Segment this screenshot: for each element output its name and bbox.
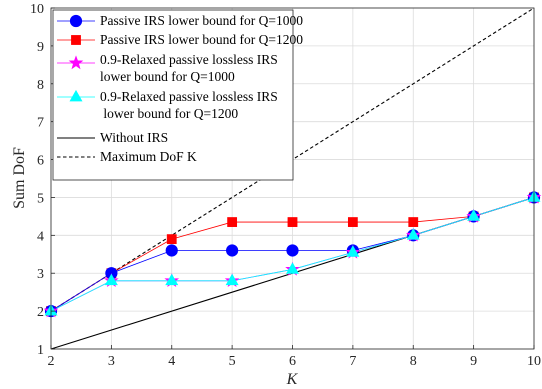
x-axis-label: K (286, 371, 299, 388)
data-point-s3-6 (406, 228, 420, 240)
legend-label-3: lower bound for Q=1200 (100, 106, 238, 121)
legend-label-3: 0.9-Relaxed passive lossless IRS (100, 89, 278, 104)
legend-label-4: Without IRS (100, 130, 168, 145)
legend-marker-1 (71, 35, 81, 45)
data-point-s3-7 (467, 209, 481, 221)
y-tick-label: 10 (30, 2, 44, 17)
legend: Passive IRS lower bound for Q=1000 Passiv… (52, 9, 303, 181)
legend-label-0: Passive IRS lower bound for Q=1000 (100, 13, 303, 28)
x-tick-label: 9 (470, 354, 477, 369)
y-tick-label: 3 (37, 267, 44, 282)
data-point-s0-3 (226, 244, 239, 257)
legend-marker-0 (69, 14, 83, 28)
data-point-s3-1 (104, 273, 118, 286)
y-tick-label: 4 (37, 229, 44, 244)
data-point-s1-2 (166, 234, 177, 245)
data-point-s1-3 (227, 217, 238, 227)
data-point-s0-4 (286, 244, 299, 257)
legend-label-1: Passive IRS lower bound for Q=1200 (100, 32, 303, 47)
x-tick-label: 10 (527, 354, 541, 369)
data-point-s0-2 (165, 244, 178, 257)
data-point-s3-2 (165, 273, 179, 286)
legend-marker-2 (68, 55, 84, 70)
legend-box (52, 9, 294, 181)
x-tick-label: 3 (108, 354, 115, 369)
legend-label-2: lower bound for Q=1000 (100, 69, 235, 84)
x-tick-label: 7 (349, 354, 356, 369)
y-tick-label: 7 (37, 116, 44, 131)
legend-label-2: 0.9-Relaxed passive lossless IRS (100, 52, 278, 67)
data-point-s1-5 (347, 217, 358, 227)
data-point-s3-4 (286, 262, 299, 274)
legend-marker-3 (69, 89, 83, 102)
data-point-s1-6 (408, 217, 419, 227)
x-tick-label: 6 (289, 354, 296, 369)
x-tick-label: 5 (229, 354, 236, 369)
data-point-s3-3 (225, 273, 239, 286)
data-point-s1-4 (287, 217, 298, 227)
x-tick-label: 8 (410, 354, 417, 369)
data-point-s3-5 (346, 245, 360, 257)
y-tick-label: 2 (37, 305, 44, 320)
x-tick-label: 2 (48, 354, 55, 369)
y-tick-label: 8 (37, 78, 44, 93)
y-tick-label: 9 (37, 40, 44, 55)
y-tick-label: 5 (37, 191, 44, 206)
y-tick-label: 1 (37, 343, 44, 358)
y-axis-label: Sum DoF (11, 147, 28, 209)
x-tick-label: 4 (168, 354, 175, 369)
legend-label-5: Maximum DoF K (100, 149, 197, 164)
y-tick-label: 6 (37, 154, 44, 169)
